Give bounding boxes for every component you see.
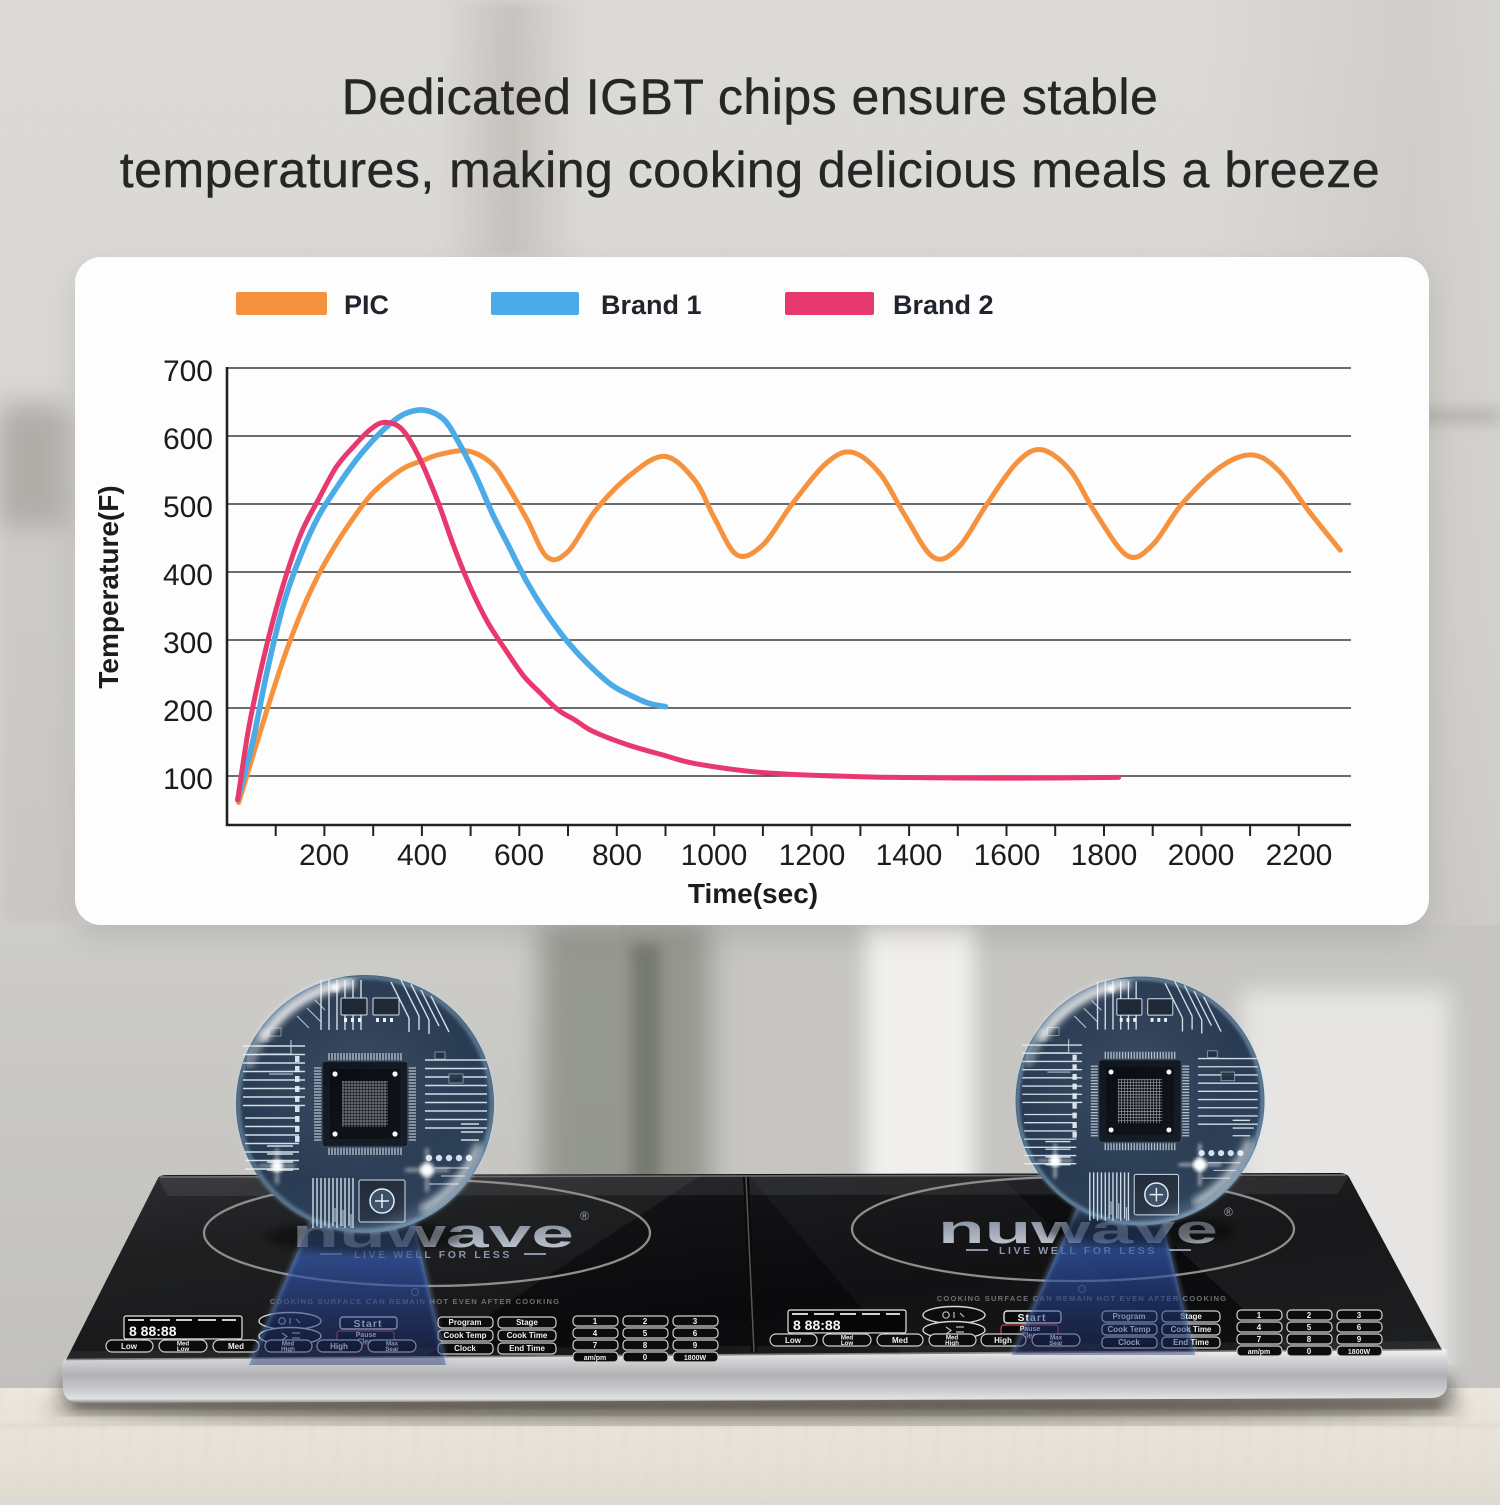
svg-text:1800: 1800 [1071, 839, 1138, 872]
svg-text:1200: 1200 [779, 839, 846, 872]
svg-text:1000: 1000 [681, 839, 748, 872]
svg-text:300: 300 [163, 627, 213, 660]
svg-text:800: 800 [592, 839, 642, 872]
svg-text:®: ® [1224, 1205, 1233, 1219]
svg-text:600: 600 [494, 839, 544, 872]
svg-text:500: 500 [163, 491, 213, 524]
svg-text:Temperature(F): Temperature(F) [93, 485, 124, 688]
svg-text:1400: 1400 [876, 839, 943, 872]
svg-text:200: 200 [163, 695, 213, 728]
svg-text:2000: 2000 [1168, 839, 1235, 872]
svg-text:400: 400 [397, 839, 447, 872]
svg-text:Brand 1: Brand 1 [601, 290, 702, 320]
svg-text:600: 600 [163, 423, 213, 456]
svg-text:Brand 2: Brand 2 [893, 290, 994, 320]
svg-text:100: 100 [163, 763, 213, 796]
svg-text:700: 700 [163, 355, 213, 388]
svg-text:2200: 2200 [1266, 839, 1333, 872]
svg-text:400: 400 [163, 559, 213, 592]
svg-text:200: 200 [299, 839, 349, 872]
svg-text:1600: 1600 [974, 839, 1041, 872]
svg-text:®: ® [580, 1209, 589, 1223]
svg-text:PIC: PIC [344, 290, 389, 320]
svg-text:Time(sec): Time(sec) [688, 878, 818, 909]
